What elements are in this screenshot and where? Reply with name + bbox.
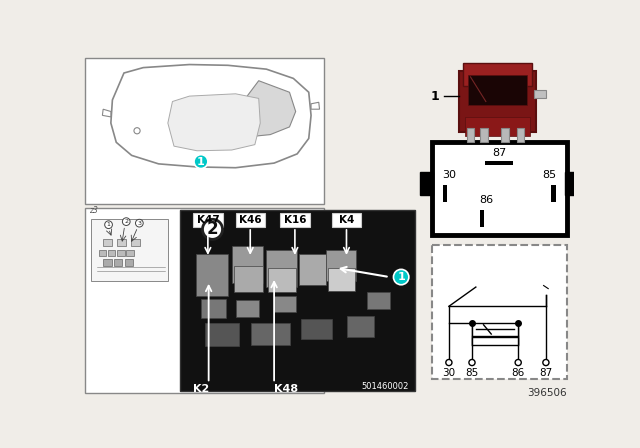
Text: 2: 2 bbox=[124, 219, 128, 224]
Text: K46: K46 bbox=[239, 215, 262, 225]
Bar bbox=[348, 315, 374, 337]
Text: 86: 86 bbox=[479, 195, 493, 205]
Text: 1: 1 bbox=[397, 272, 405, 282]
Bar bbox=[131, 238, 140, 246]
Text: 87: 87 bbox=[540, 368, 552, 378]
Bar bbox=[367, 293, 390, 310]
Bar bbox=[86, 58, 324, 204]
Text: 85: 85 bbox=[465, 368, 479, 378]
Text: 85: 85 bbox=[543, 170, 557, 180]
Polygon shape bbox=[102, 109, 111, 117]
Text: 2: 2 bbox=[207, 220, 218, 238]
Circle shape bbox=[194, 155, 208, 168]
Bar bbox=[501, 129, 509, 142]
Text: K4: K4 bbox=[339, 215, 354, 225]
Bar bbox=[251, 323, 289, 345]
Bar bbox=[114, 259, 122, 266]
Circle shape bbox=[469, 359, 475, 366]
Bar bbox=[516, 129, 524, 142]
Text: K47: K47 bbox=[196, 215, 220, 225]
Bar bbox=[467, 129, 474, 142]
Bar bbox=[126, 250, 134, 255]
Bar bbox=[534, 90, 546, 98]
Bar bbox=[180, 210, 415, 391]
Bar bbox=[266, 250, 297, 287]
Bar bbox=[236, 213, 265, 227]
Bar bbox=[432, 245, 566, 379]
Bar bbox=[565, 172, 579, 195]
Bar bbox=[299, 254, 326, 285]
Polygon shape bbox=[111, 65, 311, 168]
Circle shape bbox=[134, 128, 140, 134]
Bar bbox=[103, 259, 111, 266]
Bar bbox=[86, 208, 324, 392]
Bar bbox=[108, 250, 115, 255]
Bar bbox=[443, 185, 447, 202]
Bar bbox=[326, 250, 356, 281]
Circle shape bbox=[122, 218, 130, 225]
Circle shape bbox=[394, 269, 409, 285]
Text: 396506: 396506 bbox=[527, 388, 566, 397]
Text: 86: 86 bbox=[511, 368, 525, 378]
Bar bbox=[480, 210, 484, 227]
Bar bbox=[463, 63, 532, 86]
Text: 501460002: 501460002 bbox=[362, 382, 409, 391]
Circle shape bbox=[446, 359, 452, 366]
Bar bbox=[465, 117, 530, 136]
Circle shape bbox=[543, 359, 549, 366]
Bar bbox=[236, 300, 259, 317]
Bar bbox=[193, 213, 223, 227]
Bar bbox=[232, 246, 262, 283]
Bar bbox=[268, 268, 296, 293]
Bar bbox=[201, 299, 225, 318]
Text: z3: z3 bbox=[90, 206, 98, 215]
Bar bbox=[99, 250, 106, 255]
Bar bbox=[551, 185, 556, 202]
Bar bbox=[468, 74, 527, 105]
Polygon shape bbox=[311, 102, 319, 109]
Bar bbox=[125, 259, 133, 266]
Polygon shape bbox=[243, 81, 296, 137]
Bar bbox=[196, 254, 228, 296]
Bar bbox=[472, 337, 518, 345]
Text: 30: 30 bbox=[442, 368, 456, 378]
Bar bbox=[420, 172, 433, 195]
Text: 87: 87 bbox=[492, 148, 506, 158]
Bar bbox=[301, 319, 332, 339]
Bar bbox=[103, 238, 113, 246]
Text: K2: K2 bbox=[193, 383, 209, 394]
Bar bbox=[117, 250, 125, 255]
Bar bbox=[459, 71, 536, 132]
Text: K16: K16 bbox=[284, 215, 306, 225]
Bar bbox=[91, 220, 168, 281]
Text: 30: 30 bbox=[442, 170, 456, 180]
Bar bbox=[205, 323, 239, 346]
Text: K48: K48 bbox=[273, 383, 298, 394]
Bar bbox=[328, 268, 355, 291]
Bar bbox=[472, 323, 518, 336]
Bar bbox=[274, 296, 296, 312]
Circle shape bbox=[202, 220, 223, 239]
Text: 1: 1 bbox=[431, 90, 440, 103]
Circle shape bbox=[136, 220, 143, 227]
Bar bbox=[332, 213, 361, 227]
Bar bbox=[280, 213, 310, 227]
Polygon shape bbox=[168, 94, 260, 151]
Bar bbox=[234, 266, 263, 293]
Circle shape bbox=[105, 221, 113, 228]
Text: 1: 1 bbox=[107, 222, 111, 227]
Bar bbox=[481, 129, 488, 142]
Bar bbox=[117, 238, 126, 246]
Text: 3: 3 bbox=[138, 221, 141, 226]
Bar bbox=[432, 142, 566, 235]
Text: 1: 1 bbox=[197, 156, 205, 167]
Circle shape bbox=[515, 359, 521, 366]
Bar bbox=[485, 161, 513, 165]
